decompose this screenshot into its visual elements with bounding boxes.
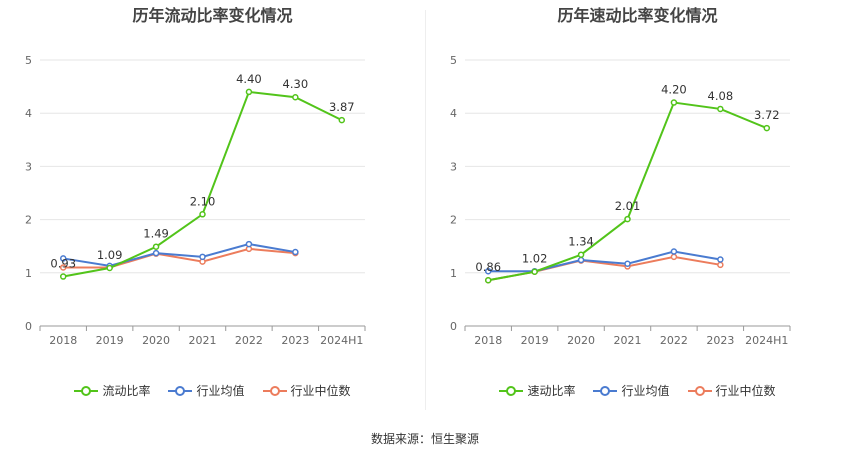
legend-item[interactable]: 行业中位数 <box>687 382 776 399</box>
data-label: 0.86 <box>475 260 501 274</box>
y-tick-label: 4 <box>25 107 32 120</box>
data-point <box>670 253 678 261</box>
legend-item[interactable]: 行业中位数 <box>262 382 351 399</box>
y-tick-label: 3 <box>450 160 457 173</box>
data-point <box>717 105 724 113</box>
legend-marker-icon <box>593 385 618 397</box>
data-label: 3.87 <box>329 100 355 114</box>
series-line <box>63 243 296 267</box>
data-point <box>152 243 160 250</box>
data-point <box>292 248 299 256</box>
x-tick-label: 2021 <box>614 334 642 347</box>
legend-item[interactable]: 行业均值 <box>593 382 670 399</box>
data-label: 1.34 <box>568 235 594 249</box>
legend-label: 行业中位数 <box>715 384 776 398</box>
y-tick-label: 4 <box>450 107 457 120</box>
x-tick-label: 2024H1 <box>745 334 788 347</box>
data-point <box>763 124 771 132</box>
data-point <box>577 251 585 258</box>
data-point <box>59 273 67 280</box>
x-tick-label: 2018 <box>49 334 77 347</box>
x-tick-label: 2020 <box>142 334 170 347</box>
y-tick-label: 1 <box>450 267 457 280</box>
y-tick-label: 0 <box>25 320 32 333</box>
series-line <box>63 247 296 269</box>
x-tick-label: 2022 <box>235 334 263 347</box>
legend-marker-icon <box>74 385 99 397</box>
data-point <box>484 267 492 275</box>
x-tick-label: 2019 <box>96 334 124 347</box>
legend-marker-icon <box>168 385 193 397</box>
y-tick-label: 0 <box>450 320 457 333</box>
data-point <box>245 240 253 248</box>
data-label: 4.20 <box>661 83 687 97</box>
legend-marker-icon <box>687 385 712 397</box>
x-tick-label: 2018 <box>474 334 502 347</box>
data-point <box>59 264 67 271</box>
legend-label: 行业均值 <box>621 384 670 398</box>
y-tick-label: 2 <box>25 214 32 227</box>
legend-item[interactable]: 速动比率 <box>499 382 575 399</box>
legend-label: 行业均值 <box>196 384 245 398</box>
data-point <box>670 99 678 106</box>
data-point <box>59 255 67 262</box>
legend-item[interactable]: 行业均值 <box>168 382 245 399</box>
data-point <box>717 261 724 269</box>
data-point <box>577 256 585 264</box>
quick-ratio-plot: 0 1 2 3 4 5 2018 2019 2020 2021 2022 2023 2024H1 0.86… <box>450 54 791 347</box>
data-label: 1.49 <box>143 227 169 241</box>
y-tick-label: 5 <box>25 54 32 67</box>
panel-divider <box>425 10 426 410</box>
legend-label: 行业中位数 <box>290 384 351 398</box>
data-point <box>106 264 113 272</box>
data-point <box>531 268 538 275</box>
legend-label: 速动比率 <box>527 384 576 398</box>
data-label: 1.02 <box>522 252 548 266</box>
chart-legend: 流动比率 行业均值 行业中位数 <box>0 382 425 399</box>
current-ratio-plot: 0 1 2 3 4 5 2018 2019 2020 2021 2022 2023 2024H1 0.93… <box>25 54 366 347</box>
current-ratio-chart: 历年流动比率变化情况 0 1 2 3 4 5 2018 2019 2020 2021 2022 202… <box>0 0 425 420</box>
data-point <box>624 215 631 223</box>
x-tick-label: 2023 <box>281 334 309 347</box>
data-point <box>484 276 492 284</box>
legend-item[interactable]: 流动比率 <box>74 382 150 399</box>
y-tick-label: 5 <box>450 54 457 67</box>
legend-marker-icon <box>262 385 287 397</box>
data-point <box>292 93 299 101</box>
chart-title: 历年流动比率变化情况 <box>132 6 293 25</box>
x-tick-label: 2023 <box>706 334 734 347</box>
data-point <box>338 116 346 124</box>
legend-label: 流动比率 <box>102 384 151 398</box>
data-label: 3.72 <box>754 108 780 122</box>
series-line <box>488 250 721 273</box>
data-point <box>624 260 631 268</box>
data-label: 4.30 <box>283 77 309 91</box>
x-tick-label: 2020 <box>567 334 595 347</box>
data-label: 4.40 <box>236 72 262 86</box>
x-tick-label: 2022 <box>660 334 688 347</box>
data-point <box>670 248 678 255</box>
x-tick-label: 2019 <box>521 334 549 347</box>
data-point <box>199 211 206 218</box>
data-point <box>717 256 724 263</box>
data-point <box>245 88 253 96</box>
y-tick-label: 2 <box>450 214 457 227</box>
chart-title: 历年速动比率变化情况 <box>557 6 718 25</box>
data-point <box>152 249 160 257</box>
data-label: 2.01 <box>615 199 641 213</box>
x-tick-label: 2021 <box>189 334 217 347</box>
data-label: 2.10 <box>190 194 216 208</box>
data-source-label: 数据来源：恒生聚源 <box>370 432 479 446</box>
y-tick-label: 3 <box>25 160 32 173</box>
data-point <box>199 253 206 261</box>
data-label: 0.93 <box>50 257 76 271</box>
legend-marker-icon <box>499 385 524 397</box>
x-tick-label: 2024H1 <box>320 334 363 347</box>
quick-ratio-chart: 历年速动比率变化情况 0 1 2 3 4 5 2018 2019 2020 2021 2022 202… <box>425 0 850 420</box>
data-label: 1.09 <box>97 248 123 262</box>
y-tick-label: 1 <box>25 267 32 280</box>
data-label: 4.08 <box>708 89 734 103</box>
chart-legend: 速动比率 行业均值 行业中位数 <box>425 382 850 399</box>
